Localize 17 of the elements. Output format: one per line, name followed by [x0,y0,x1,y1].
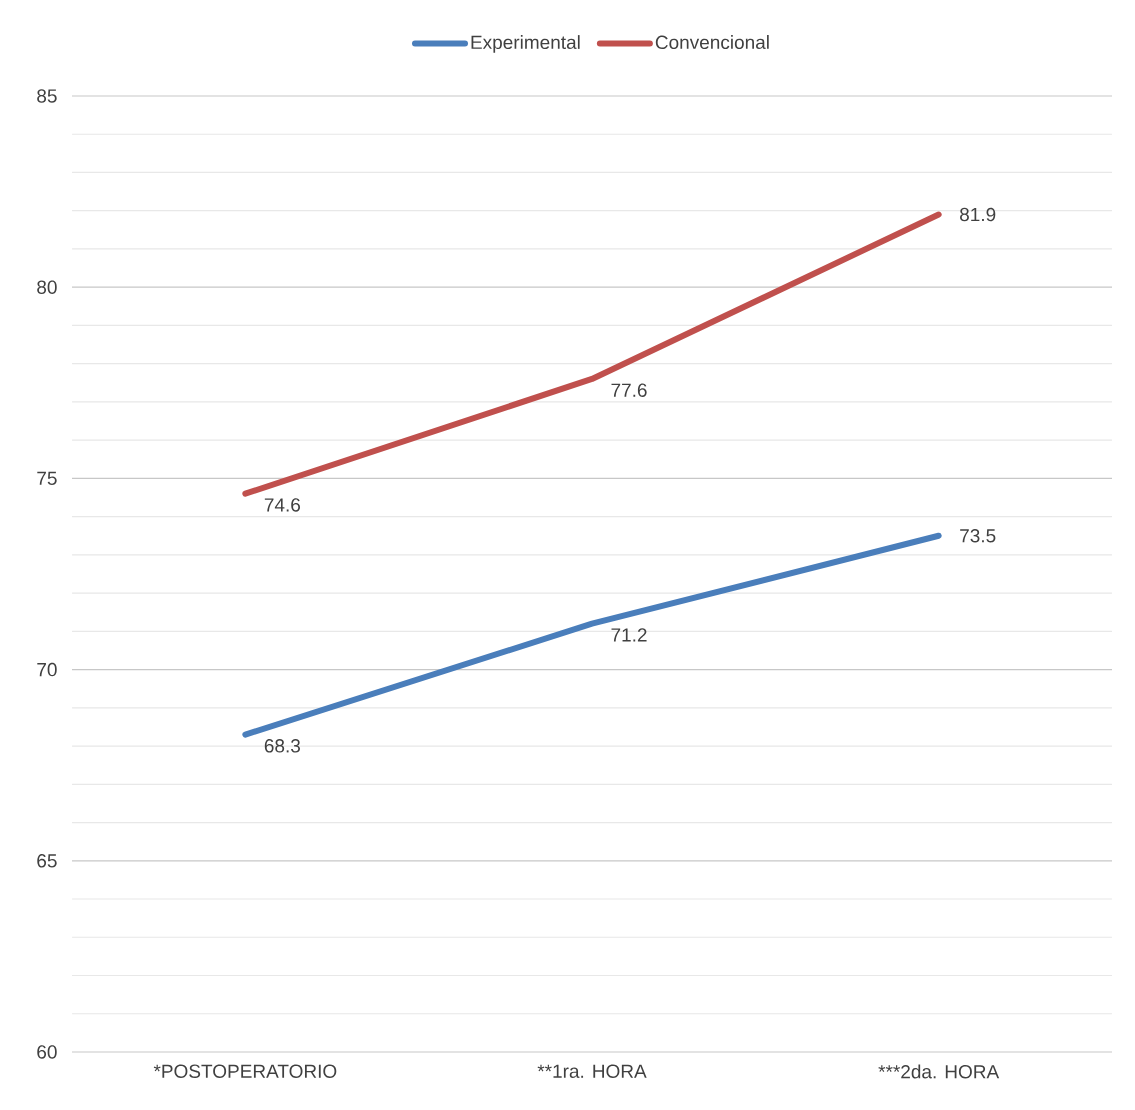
legend-label: Convencional [655,35,769,50]
y-tick-label: 80 [37,280,57,294]
data-label: 68.3 [264,739,300,753]
y-tick-label: 65 [37,854,57,868]
x-tick-label: *POSTOPERATORIO [153,1064,337,1078]
y-tick-label: 70 [37,662,57,677]
data-label: 77.6 [611,383,647,397]
data-label: 73.5 [960,529,996,543]
x-tick-label: ***2da. HORA [878,1064,1000,1079]
y-tick-label: 75 [37,471,57,486]
legend-label: Experimental [471,35,580,53]
data-label: 71.2 [611,628,647,642]
x-tick-label: **1ra. HORA [537,1064,647,1078]
data-label: 74.6 [264,498,300,512]
y-tick-label: 60 [37,1045,57,1059]
y-tick-label: 85 [37,89,57,103]
data-label: 81.9 [960,207,996,222]
